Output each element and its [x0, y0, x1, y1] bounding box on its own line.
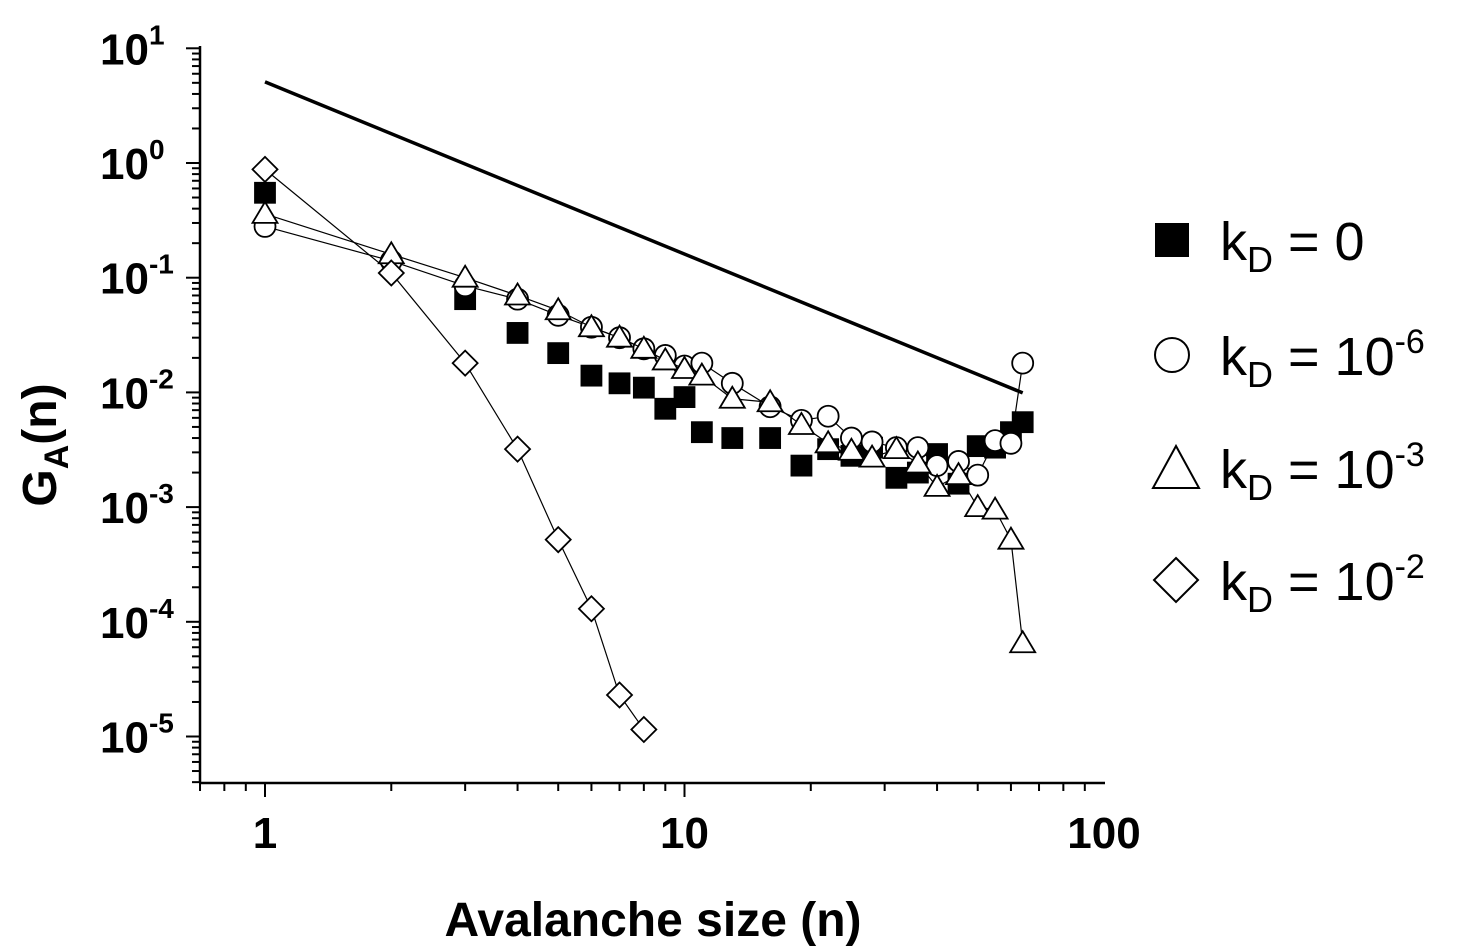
- data-point-square: [654, 397, 677, 420]
- data-point-triangle: [605, 323, 634, 348]
- data-point-square: [506, 322, 529, 344]
- data-point-triangle: [814, 429, 843, 454]
- data-point-square: [580, 364, 603, 387]
- legend: kD = 0 kD = 10-6 kD = 10-3 kD = 10-2: [1151, 212, 1425, 620]
- legend-item: kD = 0: [1155, 212, 1365, 280]
- data-point-triangle: [857, 443, 887, 468]
- data-point-triangle: [882, 435, 911, 460]
- data-point-triangle: [903, 449, 932, 474]
- data-point-triangle: [687, 361, 716, 386]
- data-point-triangle: [787, 411, 816, 435]
- data-point-triangle: [577, 313, 606, 338]
- data-point-triangle: [1008, 629, 1037, 654]
- data-point-square: [608, 372, 631, 395]
- data-point-triangle: [756, 388, 785, 413]
- data-point-triangle: [544, 296, 573, 321]
- data-point-triangle: [980, 495, 1010, 520]
- data-point-triangle: [451, 263, 480, 288]
- legend-triangle-icon: [1151, 443, 1201, 489]
- y-tick-label: 10-5: [100, 708, 174, 763]
- x-tick-label: 1: [253, 809, 277, 858]
- axes-layer: 1 10 100 101 100 10-1 10-2 10-3 10-4 10-5: [100, 19, 1141, 858]
- data-point-square: [690, 421, 713, 444]
- legend-item: kD = 10-6: [1154, 323, 1425, 395]
- data-point-square: [759, 427, 782, 449]
- y-tick-label: 10-4: [100, 593, 174, 648]
- reference-line-layer: [264, 80, 1024, 395]
- data-point-diamond: [577, 594, 606, 623]
- data-point-circle: [999, 431, 1023, 455]
- data-point-triangle: [629, 335, 658, 359]
- legend-label: kD = 10-3: [1220, 436, 1425, 508]
- y-tick-label: 10-2: [100, 363, 174, 418]
- legend-circle-icon: [1154, 337, 1190, 373]
- data-point-square: [721, 427, 744, 449]
- data-point-square: [790, 454, 813, 477]
- legend-item: kD = 10-2: [1152, 548, 1425, 620]
- series-line: [264, 213, 1024, 644]
- data-point-square: [632, 376, 655, 399]
- data-point-square: [547, 342, 570, 365]
- data-point-square: [885, 466, 908, 489]
- data-point-triangle: [250, 200, 280, 224]
- y-tick-label: 10-1: [100, 249, 174, 304]
- data-point-triangle: [718, 385, 747, 409]
- data-point-diamond: [377, 259, 406, 287]
- data-point-triangle: [503, 281, 532, 306]
- y-tick-label: 10-3: [100, 478, 174, 533]
- data-point-circle: [966, 463, 990, 487]
- data-point-square: [673, 386, 696, 408]
- data-point-triangle: [651, 346, 680, 371]
- data-point-diamond: [544, 525, 572, 554]
- y-axis-title: GA(n): [14, 383, 76, 506]
- legend-label: kD = 10-6: [1220, 323, 1425, 395]
- x-tick-label: 100: [1067, 809, 1140, 858]
- reference-power-law-line: [264, 80, 1024, 395]
- data-point-circle: [816, 404, 840, 428]
- data-point-diamond: [251, 155, 279, 184]
- y-tick-label: 100: [100, 134, 165, 189]
- series-diamond: [251, 155, 658, 744]
- data-point-triangle: [670, 355, 699, 379]
- legend-label: kD = 10-2: [1220, 548, 1425, 620]
- data-point-triangle: [996, 525, 1026, 550]
- data-point-square: [1011, 411, 1034, 434]
- y-tick-label: 101: [100, 19, 165, 74]
- data-point-diamond: [503, 435, 532, 463]
- data-point-triangle: [963, 493, 992, 517]
- legend-square-icon: [1155, 223, 1189, 257]
- series-triangle: [250, 200, 1037, 654]
- x-tick-label: 10: [660, 809, 709, 858]
- legend-diamond-icon: [1152, 556, 1200, 604]
- data-point-diamond: [451, 349, 479, 377]
- data-point-diamond: [605, 681, 634, 709]
- series-layer: [250, 155, 1037, 744]
- legend-item: kD = 10-3: [1151, 436, 1425, 508]
- data-point-circle: [1011, 351, 1035, 375]
- series-line: [264, 168, 645, 730]
- x-axis-title: Avalanche size (n): [444, 894, 861, 947]
- legend-label: kD = 0: [1220, 212, 1365, 280]
- data-point-triangle: [944, 461, 973, 486]
- data-point-triangle: [837, 436, 866, 461]
- data-point-square: [254, 181, 276, 204]
- data-point-diamond: [630, 715, 658, 744]
- data-point-triangle: [922, 473, 952, 497]
